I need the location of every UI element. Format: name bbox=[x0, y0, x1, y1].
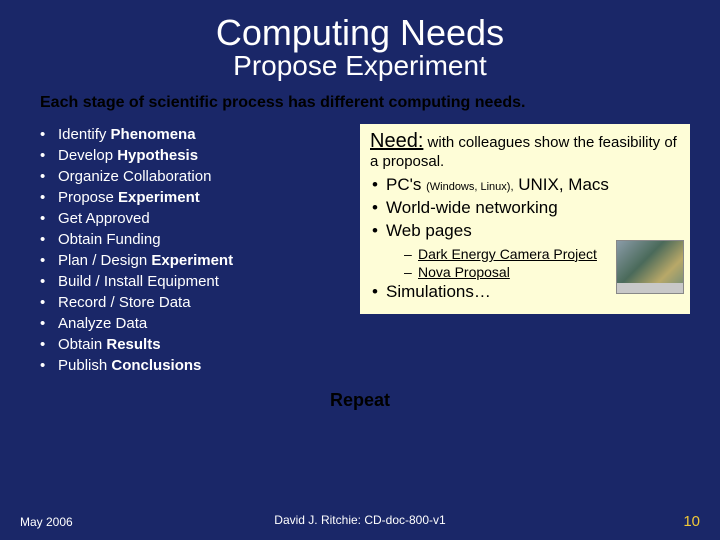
stage-text: Analyze Data bbox=[58, 315, 147, 332]
list-item: Get Approved bbox=[40, 208, 350, 229]
need-item-pcs: PC's (Windows, Linux), UNIX, Macs bbox=[370, 174, 680, 197]
content-row: Identify Phenomena Develop Hypothesis Or… bbox=[40, 124, 690, 376]
slide: Computing Needs Propose Experiment Each … bbox=[0, 0, 720, 540]
footer-date: May 2006 bbox=[20, 515, 73, 529]
list-item: Obtain Results bbox=[40, 334, 350, 355]
stage-bold: Phenomena bbox=[111, 126, 196, 143]
stage-text: Plan / Design bbox=[58, 252, 151, 269]
need-small: (Windows, Linux), bbox=[426, 181, 513, 193]
repeat-text: Repeat bbox=[30, 390, 690, 411]
stage-text: Develop bbox=[58, 147, 117, 164]
list-item: Publish Conclusions bbox=[40, 355, 350, 376]
stage-text: Obtain Funding bbox=[58, 231, 161, 248]
stage-text: Record / Store Data bbox=[58, 294, 191, 311]
footer: May 2006 David J. Ritchie: CD-doc-800-v1… bbox=[20, 513, 700, 530]
footer-author: David J. Ritchie: CD-doc-800-v1 bbox=[274, 513, 445, 527]
simulation-thumbnail bbox=[616, 240, 684, 294]
need-text: PC's bbox=[386, 175, 426, 194]
stage-text: Build / Install Equipment bbox=[58, 273, 219, 290]
stage-text: Get Approved bbox=[58, 210, 150, 227]
stages-list: Identify Phenomena Develop Hypothesis Or… bbox=[40, 124, 350, 376]
list-item: Build / Install Equipment bbox=[40, 271, 350, 292]
stage-text: Identify bbox=[58, 126, 111, 143]
left-column: Identify Phenomena Develop Hypothesis Or… bbox=[40, 124, 350, 376]
need-text: UNIX, Macs bbox=[514, 175, 609, 194]
need-text: Web pages bbox=[386, 221, 472, 240]
stage-text: Obtain bbox=[58, 336, 106, 353]
slide-title: Computing Needs bbox=[30, 12, 690, 54]
list-item: Propose Experiment bbox=[40, 187, 350, 208]
need-item-net: World-wide networking bbox=[370, 197, 680, 220]
stage-bold: Results bbox=[106, 336, 160, 353]
list-item: Plan / Design Experiment bbox=[40, 250, 350, 271]
right-column: Need: with colleagues show the feasibili… bbox=[360, 124, 690, 376]
intro-text: Each stage of scientific process has dif… bbox=[40, 94, 690, 112]
stage-text: Propose bbox=[58, 189, 118, 206]
list-item: Analyze Data bbox=[40, 313, 350, 334]
slide-subtitle: Propose Experiment bbox=[30, 50, 690, 82]
stage-bold: Conclusions bbox=[111, 357, 201, 374]
page-number: 10 bbox=[683, 513, 700, 530]
stage-text: Publish bbox=[58, 357, 111, 374]
stage-text: Organize Collaboration bbox=[58, 168, 211, 185]
stage-bold: Experiment bbox=[151, 252, 233, 269]
need-label: Need: bbox=[370, 130, 423, 152]
stage-bold: Hypothesis bbox=[117, 147, 198, 164]
list-item: Obtain Funding bbox=[40, 229, 350, 250]
list-item: Develop Hypothesis bbox=[40, 145, 350, 166]
list-item: Organize Collaboration bbox=[40, 166, 350, 187]
stage-bold: Experiment bbox=[118, 189, 200, 206]
list-item: Identify Phenomena bbox=[40, 124, 350, 145]
list-item: Record / Store Data bbox=[40, 292, 350, 313]
need-box: Need: with colleagues show the feasibili… bbox=[360, 124, 690, 314]
